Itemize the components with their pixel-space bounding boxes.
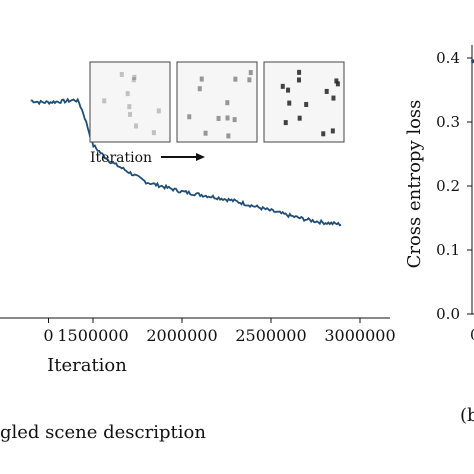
inset-object-mark <box>331 95 336 101</box>
right-y-tick-label: 0.0 <box>436 305 460 323</box>
inset-object-mark <box>304 101 309 107</box>
left-x-tick-label: 2500000 <box>235 326 306 345</box>
left-x-tick-label: 1500000 <box>57 326 128 345</box>
inset-object-mark <box>187 114 192 120</box>
inset-object-mark <box>335 81 340 87</box>
inset-arrow-head <box>196 153 205 161</box>
inset-object-mark <box>287 100 292 106</box>
right-x-tick-label: 0 <box>470 326 474 344</box>
inset-object-mark <box>297 115 302 121</box>
inset-object-mark <box>119 71 124 77</box>
inset-object-mark <box>199 76 204 82</box>
inset-object-mark <box>156 108 161 114</box>
panel-caption: gled scene description <box>0 422 206 443</box>
right-panel-label: (b <box>460 405 474 426</box>
inset-object-mark <box>321 131 326 137</box>
right-y-tick-label: 0.1 <box>436 241 460 259</box>
right-x-ticks: 0 <box>470 326 474 344</box>
inset-object-mark <box>102 98 107 104</box>
left-chart: 0 1500000 2000000 2500000 3000000 Iteration … <box>0 97 396 443</box>
inset-object-mark <box>296 77 301 83</box>
inset-thumbnail <box>263 61 345 143</box>
right-y-tick-label: 0.3 <box>436 113 460 131</box>
inset-object-mark <box>225 115 230 121</box>
inset-object-mark <box>128 111 133 117</box>
inset-object-mark <box>233 76 238 82</box>
left-x-axis-label: Iteration <box>47 355 127 376</box>
inset-object-mark <box>127 104 132 110</box>
inset-object-mark <box>283 120 288 126</box>
left-x-tick-label: 0 <box>43 326 53 345</box>
inset-iteration-label: Iteration <box>90 150 152 166</box>
series-line <box>30 97 342 227</box>
inset-object-mark <box>286 87 291 93</box>
right-series-point <box>471 59 474 64</box>
inset-object-mark <box>125 91 130 97</box>
inset-object-mark <box>151 130 156 136</box>
left-x-ticks: 0 1500000 2000000 2500000 3000000 <box>43 318 396 345</box>
inset-object-mark <box>226 133 231 139</box>
inset-thumbnails <box>89 61 345 143</box>
inset-object-mark <box>216 115 221 121</box>
inset-thumbnail <box>89 61 171 143</box>
inset-object-mark <box>203 130 208 136</box>
inset-object-mark <box>131 77 136 83</box>
inset-object-mark <box>225 100 230 106</box>
right-y-axis-label: Cross entropy loss <box>404 100 425 269</box>
right-y-ticks: 0.0 0.1 0.2 0.3 0.4 <box>436 49 472 323</box>
inset-object-mark <box>297 69 302 75</box>
inset-object-mark <box>330 128 335 134</box>
left-x-tick-label: 2000000 <box>146 326 217 345</box>
inset-object-mark <box>134 123 139 129</box>
inset-object-mark <box>334 78 339 84</box>
inset-object-mark <box>248 70 253 76</box>
inset-object-mark <box>324 88 329 94</box>
inset-thumbnail <box>176 61 258 143</box>
inset-object-mark <box>197 86 202 92</box>
inset-object-mark <box>280 83 285 89</box>
right-chart: 0.0 0.1 0.2 0.3 0.4 0 Cross entropy loss (b <box>404 45 474 426</box>
right-y-tick-label: 0.4 <box>436 49 460 67</box>
right-y-tick-label: 0.2 <box>436 177 460 195</box>
inset-object-mark <box>232 117 237 123</box>
inset-object-mark <box>132 74 137 80</box>
left-x-tick-label: 3000000 <box>324 326 395 345</box>
inset-object-mark <box>247 77 252 83</box>
